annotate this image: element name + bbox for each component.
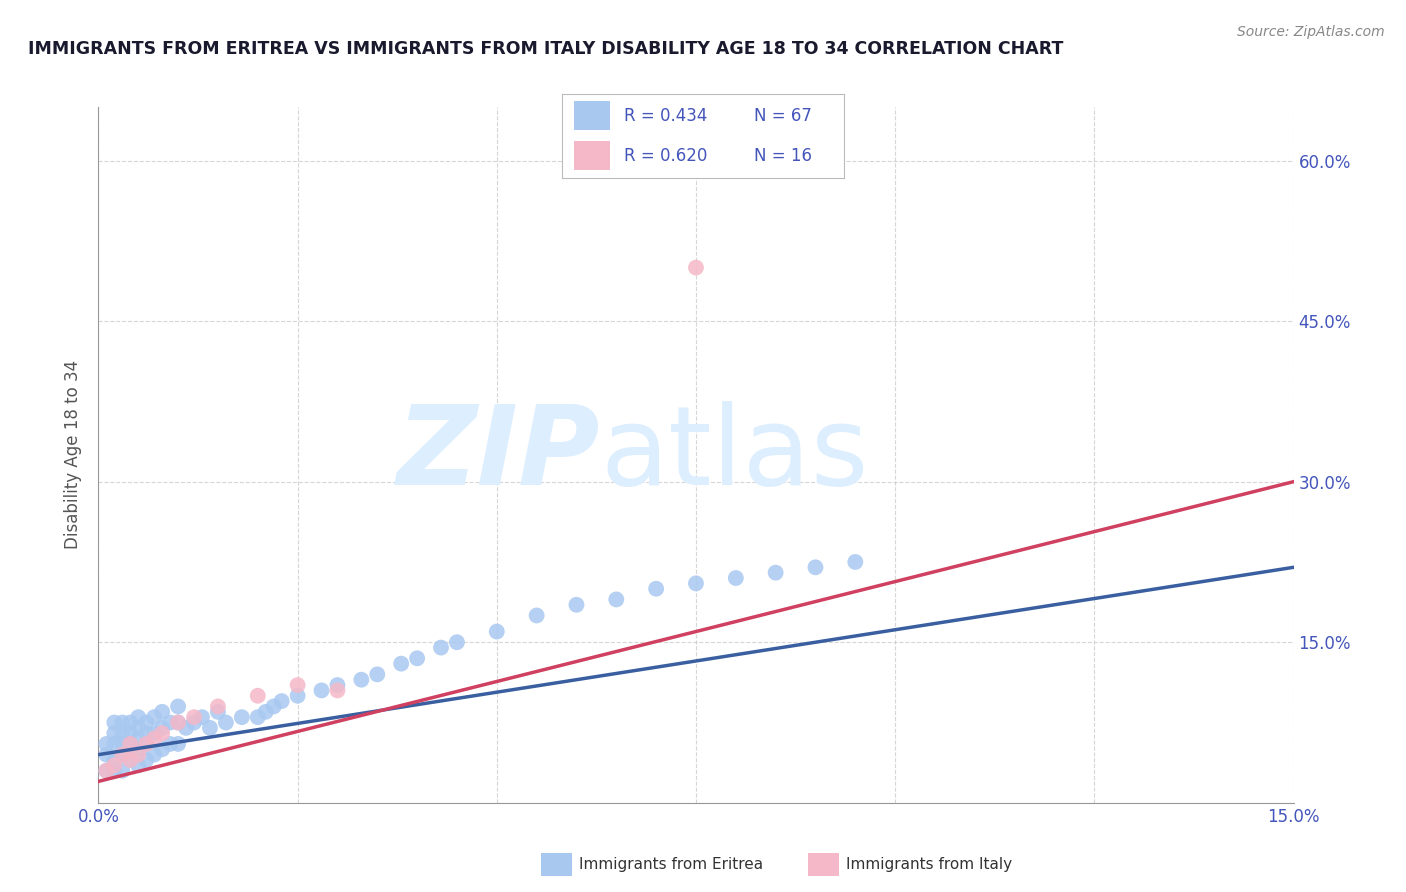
- Point: [406, 651, 429, 665]
- Point: [103, 715, 125, 730]
- Point: [207, 699, 229, 714]
- Point: [135, 737, 157, 751]
- Point: [127, 747, 149, 762]
- Point: [111, 715, 134, 730]
- Text: IMMIGRANTS FROM ERITREA VS IMMIGRANTS FROM ITALY DISABILITY AGE 18 TO 34 CORRELA: IMMIGRANTS FROM ERITREA VS IMMIGRANTS FR…: [28, 40, 1063, 58]
- Point: [311, 683, 333, 698]
- Point: [96, 737, 118, 751]
- Point: [844, 555, 866, 569]
- Text: Immigrants from Italy: Immigrants from Italy: [846, 857, 1012, 871]
- Point: [150, 705, 173, 719]
- Point: [103, 753, 125, 767]
- Point: [326, 678, 349, 692]
- Point: [326, 683, 349, 698]
- Point: [143, 726, 166, 740]
- Text: Source: ZipAtlas.com: Source: ZipAtlas.com: [1237, 25, 1385, 39]
- FancyBboxPatch shape: [574, 102, 610, 130]
- Point: [127, 710, 149, 724]
- Text: R = 0.620: R = 0.620: [624, 146, 707, 164]
- Point: [263, 699, 285, 714]
- Point: [207, 705, 229, 719]
- Point: [120, 715, 142, 730]
- Point: [96, 764, 118, 778]
- Point: [246, 710, 269, 724]
- FancyBboxPatch shape: [574, 141, 610, 169]
- Point: [150, 721, 173, 735]
- Point: [120, 737, 142, 751]
- Point: [645, 582, 668, 596]
- Point: [389, 657, 412, 671]
- Point: [103, 758, 125, 772]
- Point: [135, 753, 157, 767]
- Point: [103, 764, 125, 778]
- Point: [191, 710, 214, 724]
- Point: [167, 737, 190, 751]
- Point: [446, 635, 468, 649]
- Text: atlas: atlas: [600, 401, 869, 508]
- Point: [565, 598, 588, 612]
- Point: [287, 689, 309, 703]
- Point: [270, 694, 292, 708]
- Point: [127, 758, 149, 772]
- Point: [254, 705, 277, 719]
- Point: [287, 678, 309, 692]
- Point: [111, 726, 134, 740]
- Point: [215, 715, 238, 730]
- Point: [111, 764, 134, 778]
- Point: [350, 673, 373, 687]
- Point: [485, 624, 508, 639]
- Point: [724, 571, 747, 585]
- Point: [111, 747, 134, 762]
- Point: [167, 715, 190, 730]
- Point: [526, 608, 548, 623]
- Point: [135, 726, 157, 740]
- Point: [765, 566, 787, 580]
- Point: [804, 560, 827, 574]
- Point: [120, 753, 142, 767]
- Point: [111, 747, 134, 762]
- Point: [198, 721, 221, 735]
- Point: [685, 576, 707, 591]
- Point: [96, 764, 118, 778]
- Text: ZIP: ZIP: [396, 401, 600, 508]
- Point: [167, 715, 190, 730]
- Point: [120, 737, 142, 751]
- Point: [183, 715, 205, 730]
- Point: [127, 721, 149, 735]
- Point: [127, 742, 149, 756]
- Point: [143, 710, 166, 724]
- Point: [246, 689, 269, 703]
- Point: [183, 710, 205, 724]
- Point: [605, 592, 627, 607]
- Point: [167, 699, 190, 714]
- Point: [143, 747, 166, 762]
- Point: [174, 721, 197, 735]
- Point: [127, 731, 149, 746]
- Point: [120, 726, 142, 740]
- Point: [103, 737, 125, 751]
- Y-axis label: Disability Age 18 to 34: Disability Age 18 to 34: [65, 360, 83, 549]
- Point: [231, 710, 253, 724]
- Point: [159, 715, 181, 730]
- Point: [135, 715, 157, 730]
- Point: [96, 747, 118, 762]
- Point: [430, 640, 453, 655]
- Point: [135, 737, 157, 751]
- Point: [150, 726, 173, 740]
- Point: [685, 260, 707, 275]
- Point: [143, 731, 166, 746]
- Text: N = 67: N = 67: [754, 107, 811, 125]
- Point: [103, 726, 125, 740]
- Point: [111, 737, 134, 751]
- Point: [150, 742, 173, 756]
- Text: Immigrants from Eritrea: Immigrants from Eritrea: [579, 857, 763, 871]
- Point: [366, 667, 388, 681]
- Point: [159, 737, 181, 751]
- Text: N = 16: N = 16: [754, 146, 811, 164]
- Point: [120, 753, 142, 767]
- Text: R = 0.434: R = 0.434: [624, 107, 707, 125]
